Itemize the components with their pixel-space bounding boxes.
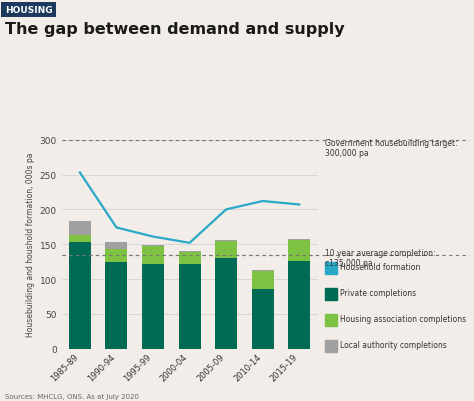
Bar (215, 241, 237, 259)
Bar (142, 247, 164, 264)
Bar (252, 271, 273, 289)
Bar (252, 270, 273, 271)
Text: 10 year average completion:
c135,000 pa: 10 year average completion: c135,000 pa (325, 248, 435, 267)
Bar (288, 261, 310, 349)
Text: Household formation: Household formation (340, 262, 420, 271)
Bar (288, 239, 310, 241)
Text: Government housebuilding target:
300,000 pa: Government housebuilding target: 300,000… (325, 138, 457, 158)
Bar (179, 264, 201, 349)
Bar (69, 235, 91, 243)
Bar (288, 241, 310, 261)
Bar (215, 259, 237, 349)
Text: HOUSING: HOUSING (5, 6, 52, 15)
Bar (106, 249, 128, 262)
Bar (179, 251, 201, 252)
Bar (106, 262, 128, 349)
Text: Local authority completions: Local authority completions (340, 340, 447, 350)
Text: Housing association completions: Housing association completions (340, 314, 466, 324)
Y-axis label: Housebuilding and houshold formation, 000s pa: Housebuilding and houshold formation, 00… (27, 153, 36, 336)
Bar (179, 252, 201, 264)
Bar (106, 243, 128, 249)
Bar (69, 222, 91, 235)
Text: Private completions: Private completions (340, 288, 416, 298)
Bar (142, 245, 164, 247)
Bar (69, 243, 91, 349)
Bar (252, 289, 273, 349)
Text: Sources: MHCLG, ONS. As at July 2020: Sources: MHCLG, ONS. As at July 2020 (5, 393, 139, 399)
Bar (142, 264, 164, 349)
Text: The gap between demand and supply: The gap between demand and supply (5, 22, 345, 37)
